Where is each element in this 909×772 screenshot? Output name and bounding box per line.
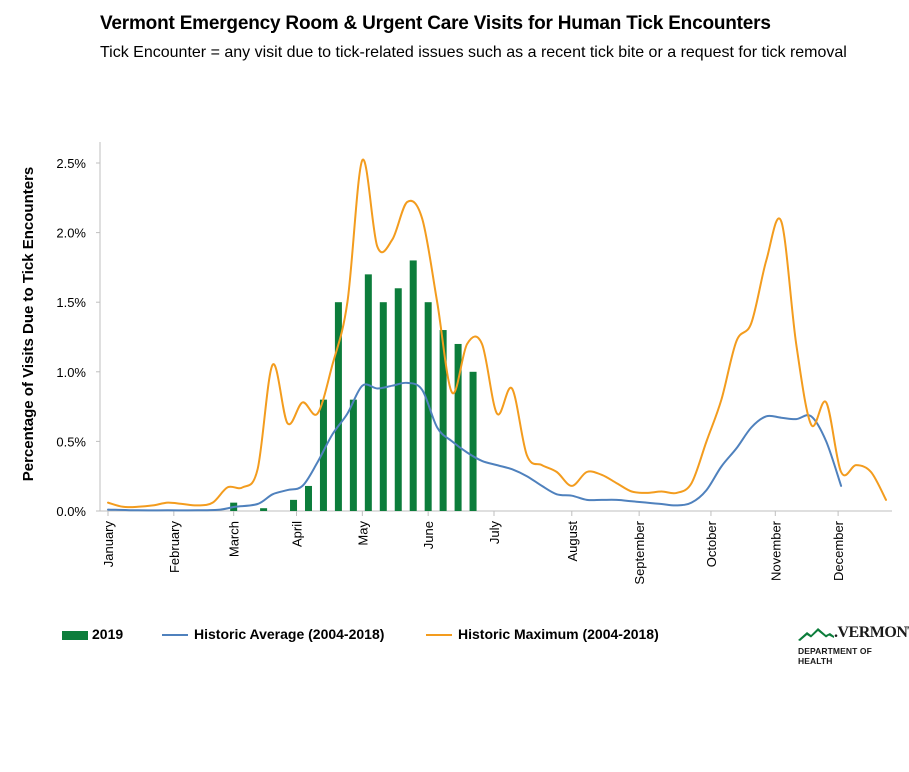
bars-layer — [230, 260, 477, 511]
chart-subtitle: Tick Encounter = any visit due to tick-r… — [100, 44, 847, 61]
legend-item-2019: 2019 — [62, 626, 123, 642]
x-tick-label: May — [355, 521, 370, 546]
x-tick-label: December — [831, 520, 846, 581]
legend-item-historic-average: Historic Average (2004-2018) — [162, 626, 384, 642]
bar-2019 — [409, 260, 417, 511]
y-tick-label: 0.5% — [56, 434, 86, 449]
bar-2019 — [364, 274, 372, 511]
x-tick-label: August — [565, 521, 580, 562]
bar-2019 — [454, 343, 462, 511]
legend-label-2019: 2019 — [92, 626, 124, 642]
y-tick-label: 2.5% — [56, 156, 86, 171]
logo-wordmark: .VERMONT — [834, 624, 909, 641]
legend-swatch-historic-average — [162, 634, 188, 637]
line-historic-average — [107, 381, 843, 512]
x-tick-label: October — [704, 520, 719, 567]
legend-swatch-historic-maximum — [426, 634, 452, 637]
bar-2019 — [260, 508, 268, 511]
bar-2019 — [334, 302, 342, 511]
y-tick-label: 1.5% — [56, 295, 86, 310]
y-axis-label: Percentage of Visits Due to Tick Encount… — [20, 167, 37, 482]
x-tick-labels: January February March April May June July Augu… — [101, 520, 846, 584]
x-tick-label: January — [101, 521, 116, 568]
x-tick-label: March — [227, 521, 242, 557]
legend-swatch-2019 — [62, 630, 88, 640]
bar-2019 — [319, 399, 327, 511]
line-historic-maximum — [107, 158, 887, 509]
x-tick-label: November — [768, 520, 783, 581]
legend-item-historic-maximum: Historic Maximum (2004-2018) — [426, 626, 659, 642]
x-tick-label: June — [421, 521, 436, 549]
bar-2019 — [439, 330, 447, 511]
lines-layer — [107, 158, 887, 512]
mountain-logo-icon — [798, 628, 834, 641]
bar-2019 — [469, 371, 477, 511]
y-tick-labels: 0.0% 0.5% 1.0% 1.5% 2.0% 2.5% — [56, 156, 86, 519]
y-tick-label: 0.0% — [56, 504, 86, 519]
legend-label-historic-maximum: Historic Maximum (2004-2018) — [458, 626, 659, 642]
logo-department: DEPARTMENT OF HEALTH — [798, 646, 872, 666]
x-tick-label: February — [167, 521, 182, 574]
bar-2019 — [379, 302, 387, 511]
x-tick-label: April — [290, 521, 305, 547]
bar-2019 — [304, 485, 312, 511]
vermont-health-logo: .VERMONT DEPARTMENT OF HEALTH — [798, 624, 909, 666]
x-tick-label: September — [632, 520, 647, 584]
chart-title: Vermont Emergency Room & Urgent Care Vis… — [100, 13, 771, 34]
x-tick-label: July — [487, 521, 502, 545]
grid-layer — [96, 142, 892, 516]
bar-2019 — [290, 499, 298, 511]
y-tick-label: 1.0% — [56, 365, 86, 380]
legend-label-historic-average: Historic Average (2004-2018) — [194, 626, 385, 642]
bar-2019 — [349, 399, 357, 511]
tick-encounter-chart: 0.0% 0.5% 1.0% 1.5% 2.0% 2.5% January February… — [20, 142, 892, 585]
y-tick-label: 2.0% — [56, 226, 86, 241]
bar-2019 — [394, 288, 402, 511]
